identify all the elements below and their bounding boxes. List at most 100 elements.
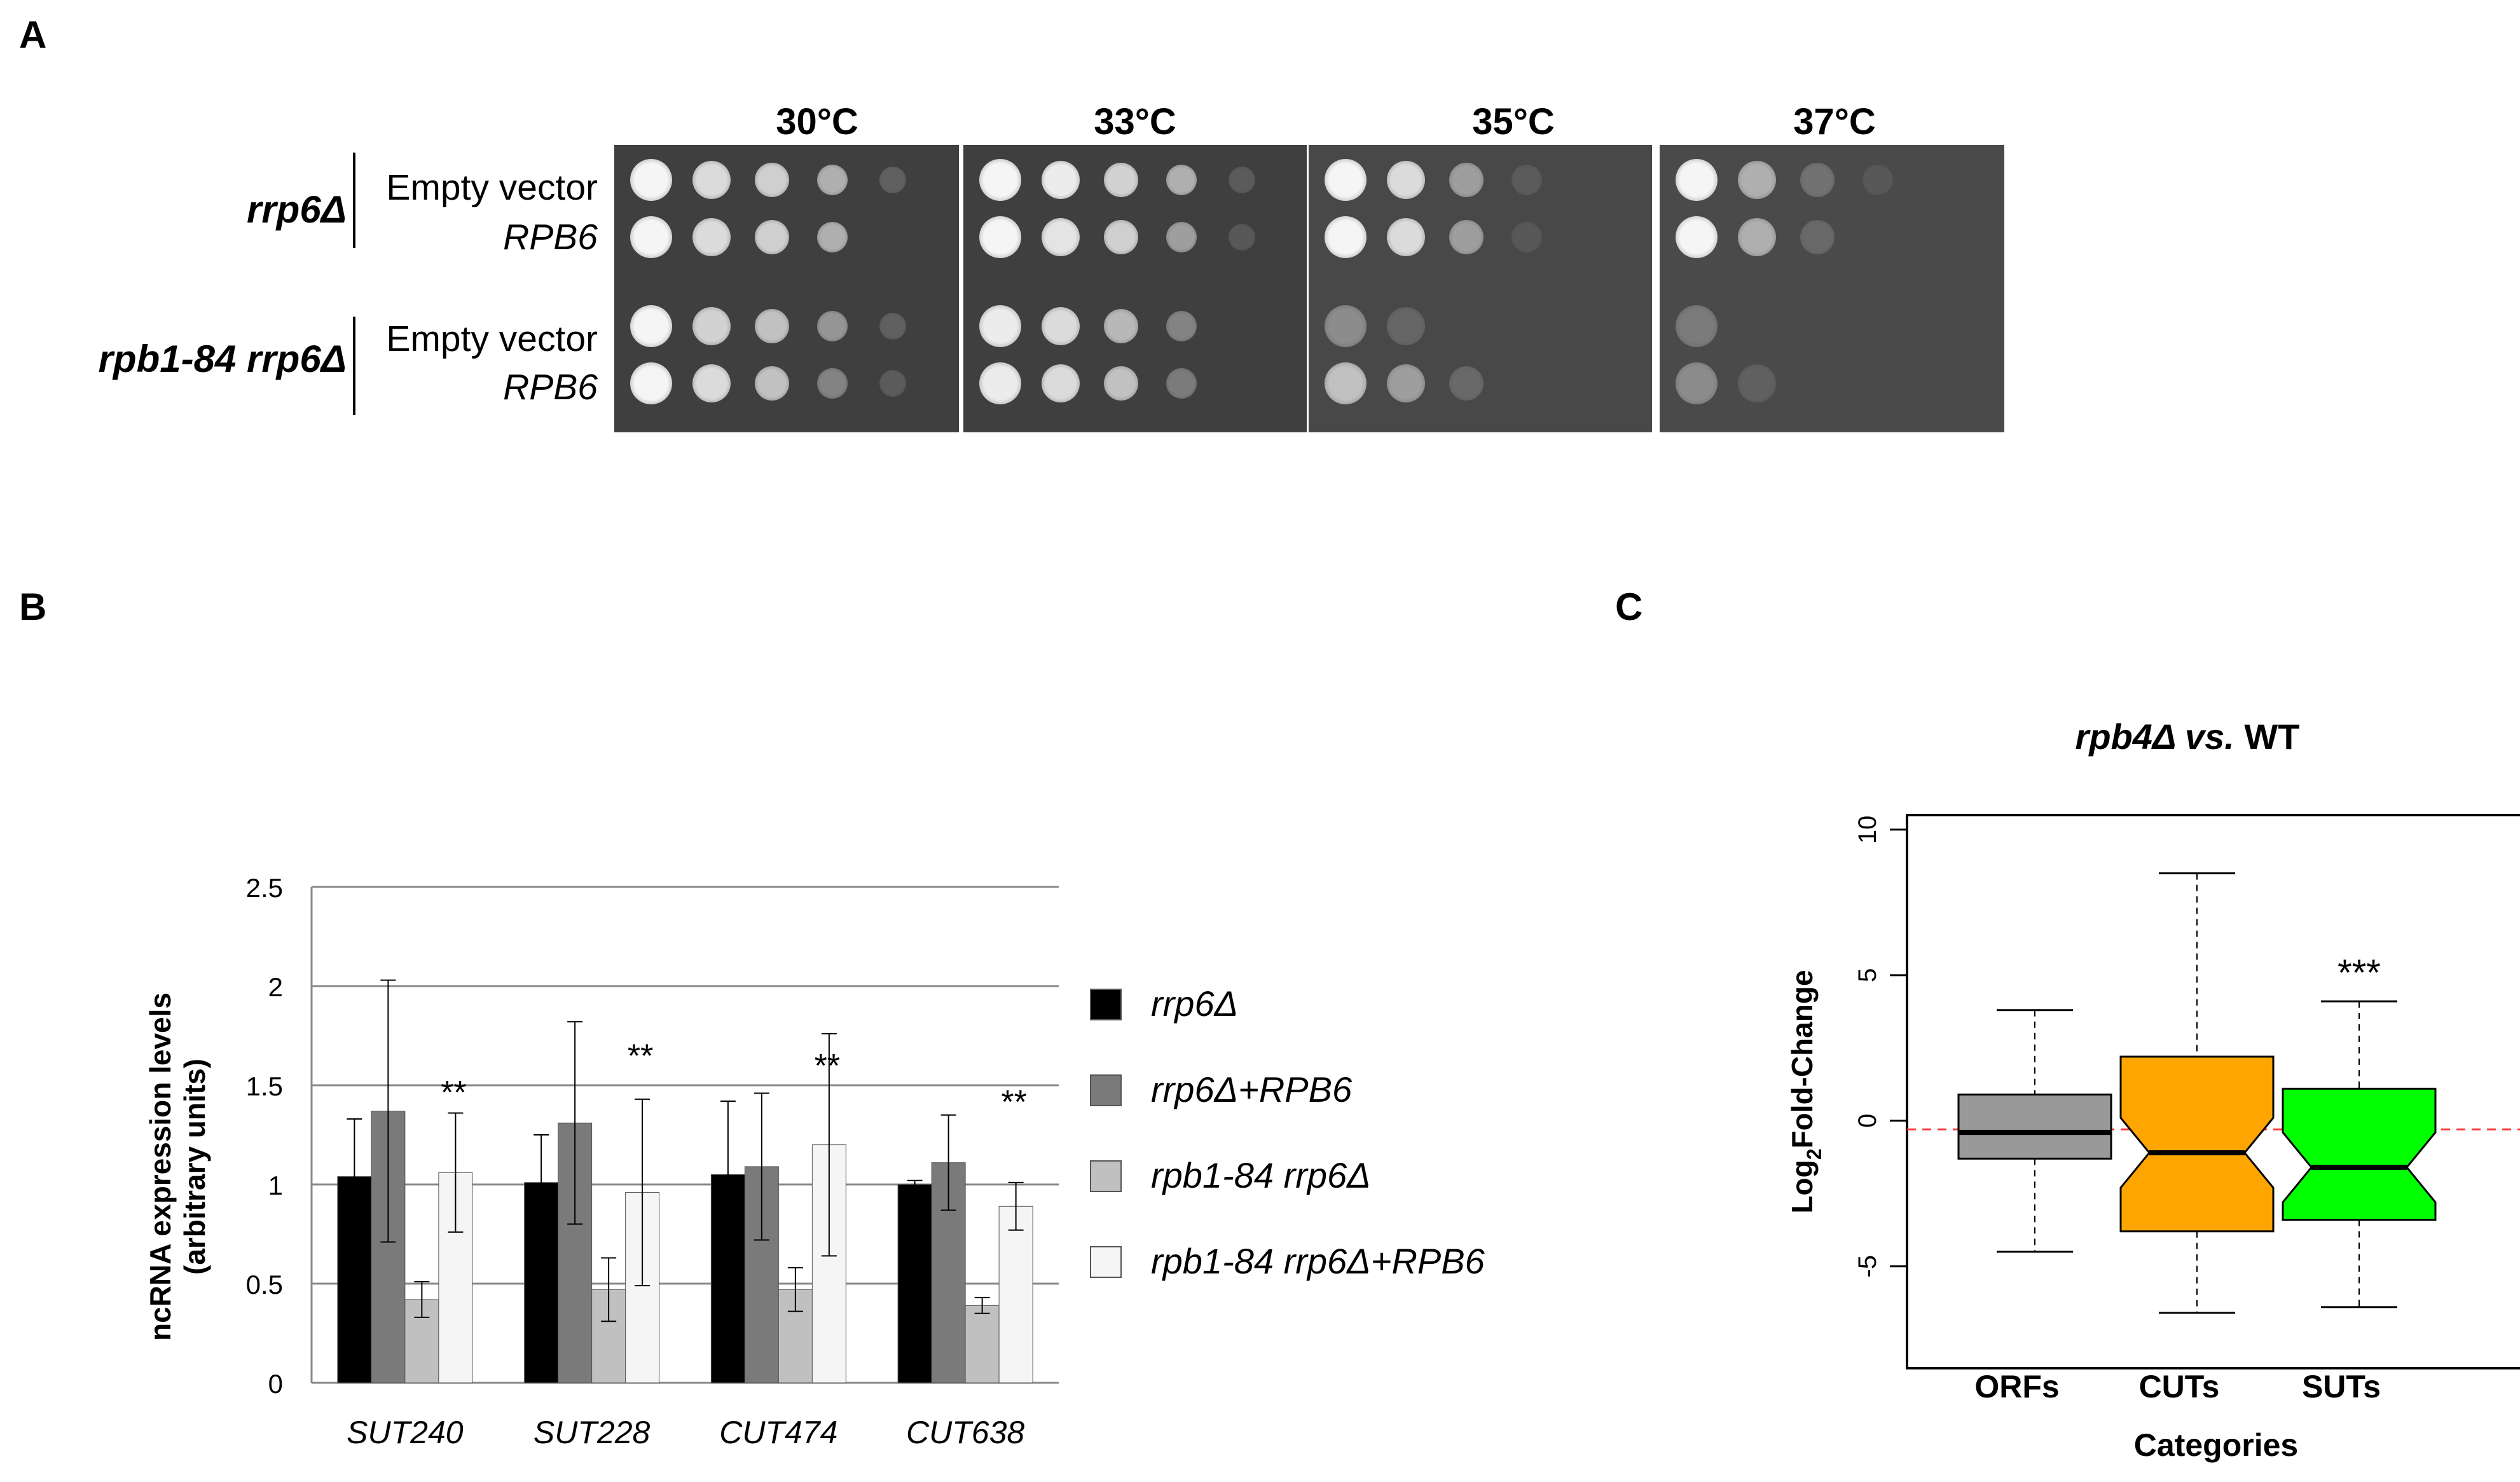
- spot-assay-plate-37c: [1660, 145, 2004, 432]
- y-tick-label: -5: [1854, 1255, 1882, 1278]
- y-axis-label: Log2Fold-Change: [1786, 970, 1826, 1213]
- strain-label-rrp6: rrp6Δ: [246, 188, 347, 231]
- plot-frame: [1906, 814, 2520, 1369]
- box: [2282, 1087, 2437, 1221]
- yeast-spot: [1800, 163, 1835, 197]
- yeast-spot: [1738, 364, 1776, 402]
- y-axis-label-line1: ncRNA expression levels: [144, 992, 177, 1341]
- strain-label-rpb1-84-rrp6: rpb1-84 rrp6Δ: [98, 338, 347, 380]
- yeast-spot: [1387, 307, 1425, 345]
- yeast-spot: [1166, 222, 1197, 252]
- yeast-spot: [755, 163, 789, 197]
- panel-a-label: A: [19, 13, 47, 56]
- yeast-spot: [979, 159, 1021, 201]
- yeast-spot: [1166, 368, 1197, 399]
- y-tick-label: 1.5: [246, 1071, 283, 1101]
- x-tick-label: ORFs: [1974, 1369, 2059, 1404]
- yeast-spot: [630, 305, 672, 347]
- yeast-spot: [1676, 216, 1718, 258]
- yeast-spot: [979, 362, 1021, 404]
- x-tick-label: SUT240: [347, 1415, 464, 1450]
- yeast-spot: [817, 222, 848, 252]
- yeast-spot: [817, 311, 848, 341]
- legend-label: rpb1-84 rrp6Δ+RPB6: [1151, 1241, 1485, 1281]
- yeast-spot: [1166, 311, 1197, 341]
- yeast-spot: [1104, 366, 1138, 401]
- significance-marker: ***: [2338, 952, 2381, 994]
- legend-label: rrp6Δ: [1151, 984, 1238, 1024]
- yeast-spot: [979, 305, 1021, 347]
- yeast-spot: [1449, 366, 1484, 401]
- legend-swatch: [1090, 1074, 1122, 1106]
- yeast-spot: [692, 218, 731, 256]
- y-tick-label: 2.5: [246, 873, 283, 903]
- yeast-spot: [1449, 163, 1484, 197]
- y-tick-label: 0: [1854, 1114, 1882, 1128]
- condition-rpb6: RPB6: [503, 217, 598, 257]
- yeast-spot: [879, 313, 906, 340]
- yeast-spot: [1042, 218, 1080, 256]
- temperature-label-30: 30°C: [776, 101, 858, 142]
- chart-title: rpb4Δ vs. WT: [2076, 717, 2300, 757]
- condition-rpb6: RPB6: [503, 367, 598, 408]
- x-tick-label: SUTs: [2302, 1369, 2381, 1404]
- yeast-spot: [1325, 305, 1367, 347]
- yeast-spot: [692, 161, 731, 199]
- yeast-spot: [1738, 218, 1776, 256]
- yeast-spot: [1676, 305, 1718, 347]
- spot-assay-plate-30c: [614, 145, 959, 432]
- yeast-spot: [1104, 163, 1138, 197]
- yeast-spot: [1738, 161, 1776, 199]
- yeast-spot: [630, 216, 672, 258]
- yeast-spot: [755, 366, 789, 401]
- yeast-spot: [1042, 161, 1080, 199]
- yeast-spot: [630, 159, 672, 201]
- y-tick-label: 5: [1854, 968, 1882, 982]
- yeast-spot: [1166, 165, 1197, 195]
- legend-label: rrp6Δ+RPB6: [1151, 1069, 1353, 1109]
- yeast-spot: [817, 368, 848, 399]
- legend-swatch: [1090, 989, 1122, 1020]
- condition-empty-vector: Empty vector: [386, 319, 598, 359]
- legend-swatch: [1090, 1246, 1122, 1278]
- strain-divider: [353, 153, 355, 248]
- bar: [897, 1184, 932, 1383]
- yeast-spot: [1511, 222, 1542, 252]
- significance-marker: **: [1001, 1084, 1026, 1121]
- yeast-spot: [692, 307, 731, 345]
- yeast-spot: [630, 362, 672, 404]
- bar: [998, 1205, 1033, 1383]
- legend-swatch: [1090, 1160, 1122, 1192]
- x-axis-label: Categories: [2134, 1427, 2298, 1463]
- x-tick-label: CUTs: [2139, 1369, 2220, 1404]
- yeast-spot: [1104, 309, 1138, 343]
- temperature-label-37: 37°C: [1793, 101, 1876, 142]
- yeast-spot: [755, 309, 789, 343]
- x-tick-label: CUT638: [906, 1415, 1024, 1450]
- condition-empty-vector: Empty vector: [386, 167, 598, 208]
- yeast-spot: [879, 370, 906, 397]
- y-axis-label-line2: (arbitrary units): [178, 1059, 211, 1275]
- spot-assay-plate-35c: [1309, 145, 1652, 432]
- x-tick-label: CUT474: [719, 1415, 837, 1450]
- yeast-spot: [1229, 167, 1255, 193]
- yeast-spot: [1387, 364, 1425, 402]
- legend-label: rpb1-84 rrp6Δ: [1151, 1155, 1371, 1195]
- significance-marker: **: [815, 1048, 840, 1085]
- yeast-spot: [755, 220, 789, 254]
- yeast-spot: [879, 167, 906, 193]
- yeast-spot: [1676, 362, 1718, 404]
- y-tick-label: 1: [268, 1170, 283, 1200]
- box: [1957, 1094, 2112, 1160]
- box: [2119, 1055, 2275, 1233]
- yeast-spot: [1511, 165, 1542, 195]
- yeast-spot: [1800, 220, 1835, 254]
- yeast-spot: [1387, 161, 1425, 199]
- x-tick-label: SUT228: [534, 1415, 651, 1450]
- yeast-spot: [817, 165, 848, 195]
- temperature-label-35: 35°C: [1472, 101, 1555, 142]
- yeast-spot: [979, 216, 1021, 258]
- yeast-spot: [1325, 216, 1367, 258]
- y-tick-label: 10: [1854, 816, 1882, 844]
- significance-marker: **: [628, 1038, 653, 1074]
